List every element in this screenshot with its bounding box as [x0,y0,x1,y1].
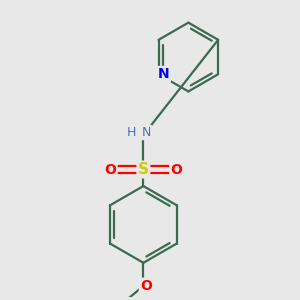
Text: N: N [158,67,170,81]
Text: O: O [140,279,152,293]
Text: H: H [127,126,136,139]
Text: N: N [141,126,151,139]
Text: O: O [170,163,182,176]
Text: O: O [104,163,116,176]
Text: S: S [138,162,149,177]
